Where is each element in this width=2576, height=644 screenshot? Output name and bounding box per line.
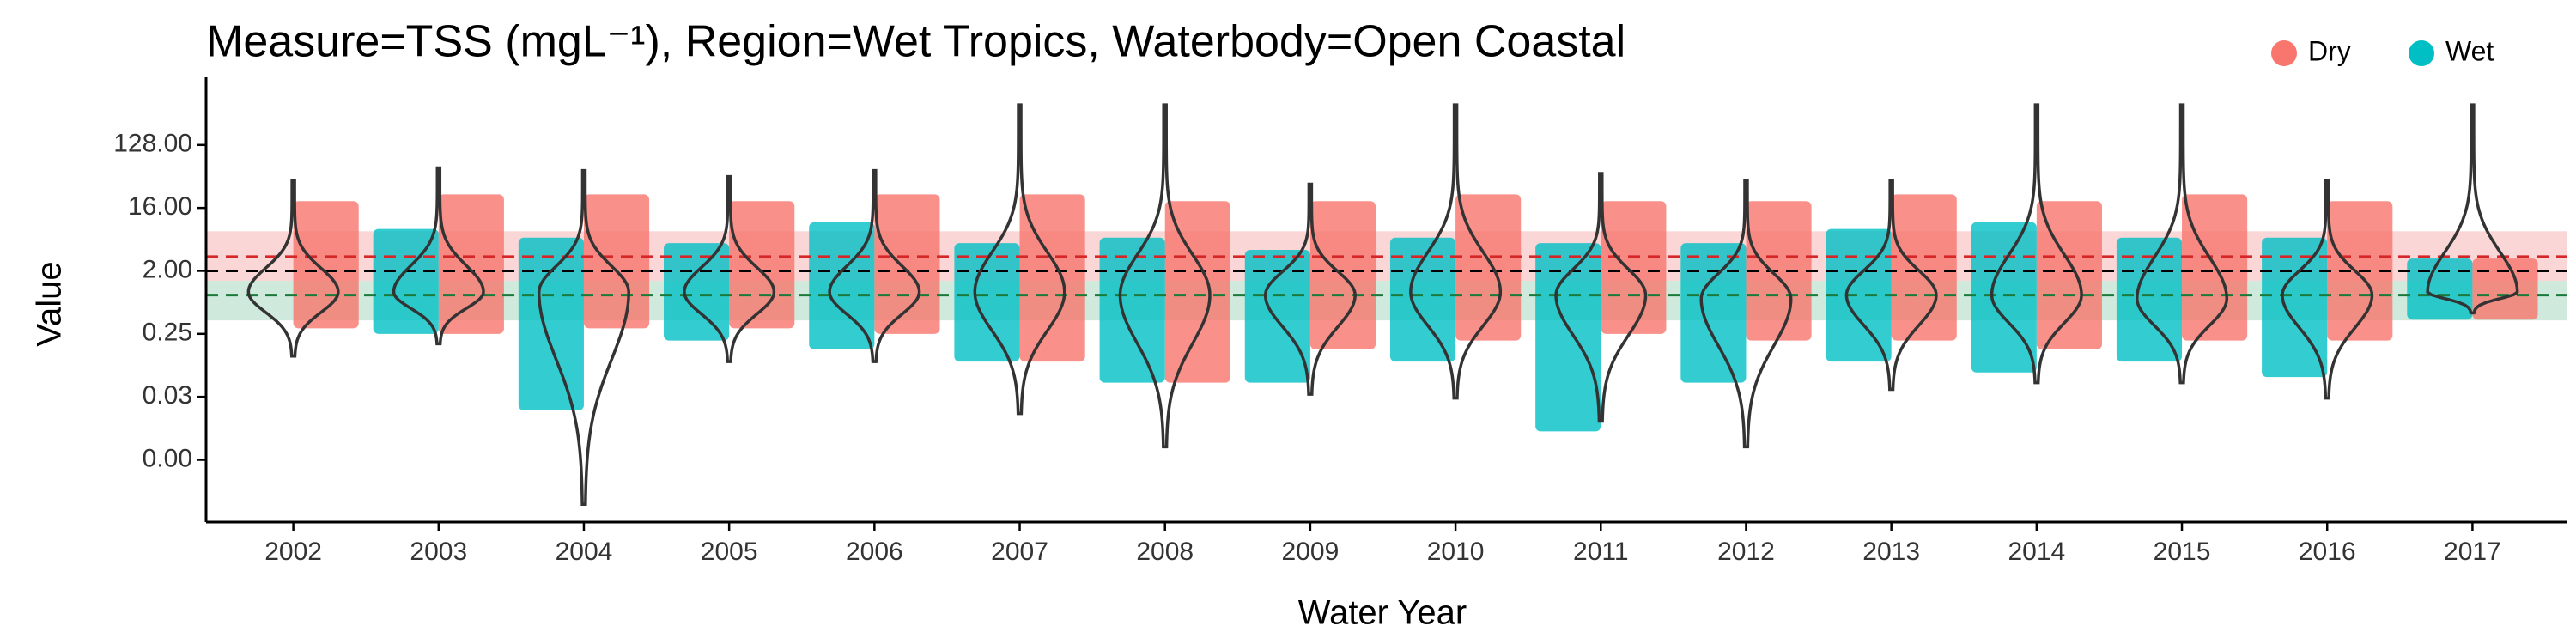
x-tick-label: 2012	[1717, 538, 1775, 566]
violin	[246, 179, 340, 358]
point-cloud	[2407, 258, 2473, 320]
point-cloud	[729, 201, 795, 329]
x-tick-label: 2014	[2008, 538, 2065, 566]
violin	[392, 166, 485, 346]
violin	[2426, 103, 2519, 315]
point-cloud	[438, 194, 504, 334]
point-cloud	[664, 243, 730, 341]
x-tick-label: 2007	[991, 538, 1048, 566]
x-tick-label: 2006	[846, 538, 903, 566]
point-cloud	[518, 237, 584, 410]
x-tick-label: 2004	[556, 538, 613, 566]
violin	[828, 168, 921, 363]
x-tick-label: 2002	[264, 538, 322, 566]
point-cloud	[2472, 258, 2538, 320]
point-cloud	[874, 194, 940, 334]
point-cloud	[1164, 201, 1230, 383]
point-cloud	[954, 243, 1020, 362]
x-tick-label: 2008	[1136, 538, 1194, 566]
point-cloud	[1244, 250, 1310, 383]
legend-label: Wet	[2445, 35, 2494, 66]
x-tick-label: 2003	[410, 538, 467, 566]
point-cloud	[293, 201, 359, 329]
point-cloud	[1891, 194, 1957, 341]
y-tick-label: 0.03	[143, 381, 192, 410]
point-cloud	[1389, 237, 1456, 362]
point-cloud	[1826, 228, 1892, 362]
x-tick-label: 2017	[2444, 538, 2501, 566]
y-tick-label: 0.25	[143, 319, 192, 347]
x-tick-label: 2010	[1427, 538, 1485, 566]
legend-swatch	[2271, 40, 2297, 66]
violin	[683, 174, 776, 363]
y-tick-label: 128.00	[113, 130, 192, 158]
point-cloud	[583, 194, 650, 329]
point-cloud	[1746, 201, 1812, 341]
y-tick-label: 0.00	[143, 444, 192, 472]
y-axis-title: Value	[31, 261, 69, 346]
violin	[1699, 179, 1793, 449]
point-cloud	[1535, 243, 1601, 432]
y-tick-label: 2.00	[143, 255, 192, 283]
point-cloud	[2116, 237, 2183, 362]
x-tick-label: 2011	[1573, 538, 1629, 566]
violin	[1990, 103, 2083, 385]
x-tick-label: 2015	[2154, 538, 2211, 566]
point-cloud	[1971, 222, 2037, 373]
x-tick-label: 2013	[1862, 538, 1920, 566]
violin	[973, 103, 1066, 416]
violin	[1118, 103, 1212, 449]
legend-label: Dry	[2308, 35, 2351, 66]
legend-swatch	[2409, 40, 2434, 66]
x-tick-label: 2016	[2299, 538, 2356, 566]
violin	[1263, 182, 1357, 396]
point-cloud	[1099, 237, 1165, 383]
chart-title: Measure=TSS (mgL⁻¹), Region=Wet Tropics,…	[206, 17, 1625, 67]
violin	[2136, 103, 2229, 385]
x-tick-label: 2009	[1282, 538, 1340, 566]
violin	[2281, 179, 2374, 400]
violin	[1844, 179, 1938, 392]
point-cloud	[1601, 201, 1667, 334]
x-axis-title: Water Year	[1298, 594, 1467, 632]
violin	[537, 168, 630, 507]
point-cloud	[1680, 243, 1747, 383]
x-tick-label: 2005	[701, 538, 758, 566]
y-tick-label: 16.00	[128, 192, 192, 221]
violin	[1554, 172, 1648, 423]
violin	[1409, 103, 1503, 400]
